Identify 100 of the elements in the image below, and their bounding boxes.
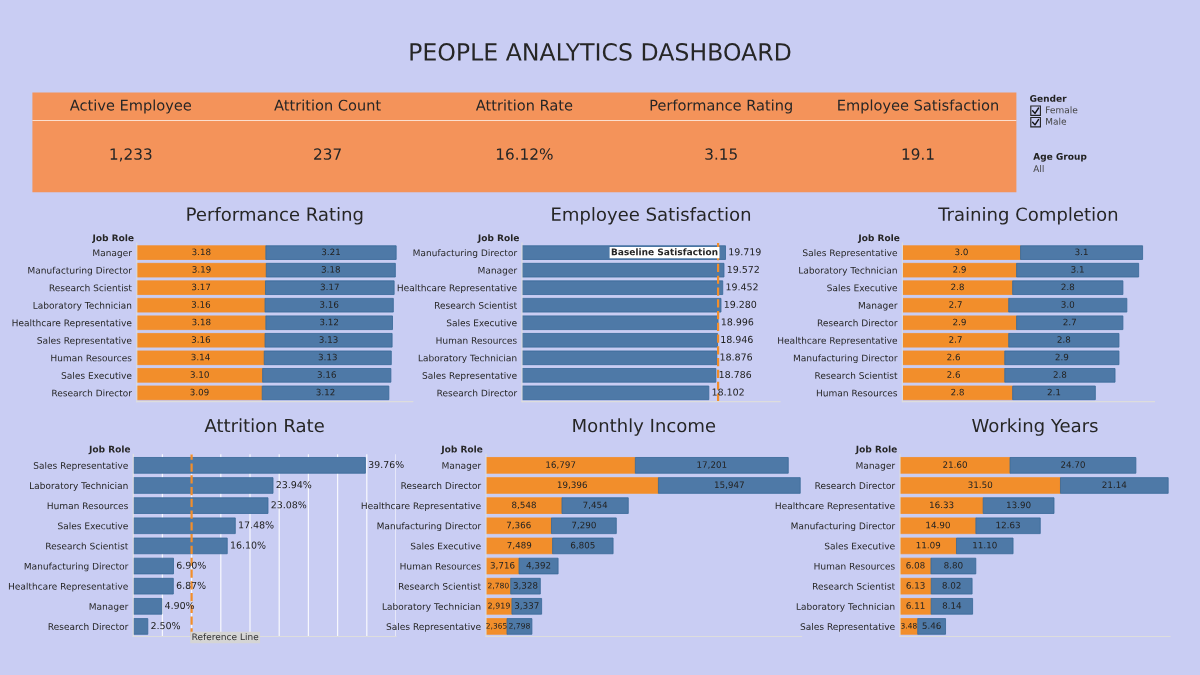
bar <box>486 477 659 494</box>
category-label: Active Employee <box>69 99 192 114</box>
data-label: 3.10 <box>190 371 209 378</box>
bar <box>522 333 718 348</box>
data-label: 2.8 <box>951 388 964 396</box>
data-label: 7,454 <box>583 501 608 510</box>
y-tick-label: Human Resources <box>51 354 132 362</box>
data-label: 7,366 <box>506 521 531 530</box>
data-label: 17.48% <box>239 521 274 529</box>
y-tick-label: Sales Representative <box>386 623 481 632</box>
ref-line-label: Baseline Satisfaction <box>611 248 718 256</box>
data-label: 3.19 <box>192 266 211 273</box>
data-label: 23.08% <box>271 501 307 509</box>
data-label: 3.16 <box>320 301 339 308</box>
data-label: 6.13 <box>906 582 925 589</box>
bar <box>486 457 636 474</box>
y-axis-title: Job Role <box>440 445 483 455</box>
data-label: 3.0 <box>955 248 968 256</box>
y-tick-label: Research Scientist <box>815 371 898 379</box>
y-tick-label: Healthcare Representative <box>8 582 128 592</box>
bar <box>900 537 957 555</box>
data-label: 13.90 <box>1007 501 1031 509</box>
bar <box>551 517 617 535</box>
y-tick-label: Research Director <box>48 623 129 631</box>
bar <box>133 457 366 474</box>
data-label: 2.8 <box>1061 283 1075 291</box>
y-tick-label: Sales Representative <box>800 623 895 632</box>
data-label: 3.17 <box>192 283 211 291</box>
y-axis-title: Job Role <box>88 445 131 455</box>
bar <box>133 517 236 535</box>
data-label: 14.90 <box>926 521 950 529</box>
data-label: 2.9 <box>1055 353 1069 361</box>
y-tick-label: Healthcare Representative <box>778 336 898 346</box>
y-tick-label: Research Scientist <box>398 582 481 590</box>
data-label: 3.18 <box>321 266 340 273</box>
data-label: 3,716 <box>490 561 515 570</box>
text: Male <box>1046 117 1067 125</box>
chart-title: Working Years <box>972 418 1098 436</box>
bar <box>658 477 801 494</box>
chart-title: Performance Rating <box>187 207 363 225</box>
bar <box>917 618 946 635</box>
data-label: 3.14 <box>191 353 210 361</box>
data-label: 19,396 <box>557 481 587 489</box>
data-label: 2.1 <box>1047 388 1061 396</box>
data-label: 18.102 <box>712 388 744 396</box>
data-label: 39.76% <box>368 460 404 469</box>
bar <box>522 315 719 331</box>
y-tick-label: Sales Representative <box>803 249 898 258</box>
bar <box>133 577 174 595</box>
y-tick-label: Healthcare Representative <box>12 319 132 329</box>
data-label: 18.996 <box>721 318 754 326</box>
bar <box>136 280 266 295</box>
data-label: 2.7 <box>949 301 962 308</box>
data-label: 2.8 <box>951 283 964 291</box>
bar <box>522 280 724 295</box>
bar <box>900 517 977 535</box>
bar <box>265 280 395 295</box>
bar <box>902 297 1010 313</box>
bar <box>1012 385 1096 401</box>
y-tick-label: Manufacturing Director <box>791 522 896 532</box>
y-tick-label: Manager <box>478 267 518 276</box>
bar <box>262 368 392 383</box>
y-tick-label: Manufacturing Director <box>24 562 129 572</box>
y-tick-label: Sales Executive <box>827 284 898 292</box>
bar <box>902 350 1006 366</box>
data-label: 8,548 <box>512 501 536 510</box>
bar <box>1008 297 1128 313</box>
bar <box>522 297 722 313</box>
data-label: 3,337 <box>514 602 539 610</box>
bar <box>1020 245 1144 260</box>
chart-title: Employee Satisfaction <box>552 207 751 225</box>
ref-line-label: Reference Line <box>192 633 259 641</box>
data-label: 19.572 <box>727 265 759 273</box>
data-label: 7,290 <box>572 521 596 530</box>
bar <box>930 557 977 575</box>
bar <box>522 368 717 383</box>
y-tick-label: Human Resources <box>47 502 128 510</box>
text: All <box>1033 165 1044 172</box>
y-tick-label: Laboratory Technician <box>418 354 517 364</box>
y-tick-label: Manager <box>93 249 132 258</box>
y-tick-label: Human Resources <box>814 562 895 570</box>
y-tick-label: Human Resources <box>436 337 517 344</box>
category-label: Attrition Count <box>274 99 381 111</box>
y-tick-label: Research Director <box>817 319 898 327</box>
y-tick-label: Research Director <box>437 389 518 397</box>
bar <box>136 262 267 278</box>
bar <box>265 245 397 260</box>
bar <box>518 557 559 575</box>
bar <box>900 477 1061 494</box>
data-label: 3.13 <box>319 336 338 343</box>
y-axis-title: Job Role <box>855 445 897 455</box>
data-label: 2.6 <box>947 353 960 361</box>
bar <box>263 350 392 366</box>
bar <box>136 315 267 331</box>
data-label: 8.14 <box>942 602 962 609</box>
y-tick-label: Laboratory Technician <box>30 482 128 491</box>
data-label: 21.60 <box>943 461 967 468</box>
bar <box>956 537 1014 555</box>
data-label: 18.946 <box>721 335 753 344</box>
y-tick-label: Research Director <box>401 482 482 490</box>
